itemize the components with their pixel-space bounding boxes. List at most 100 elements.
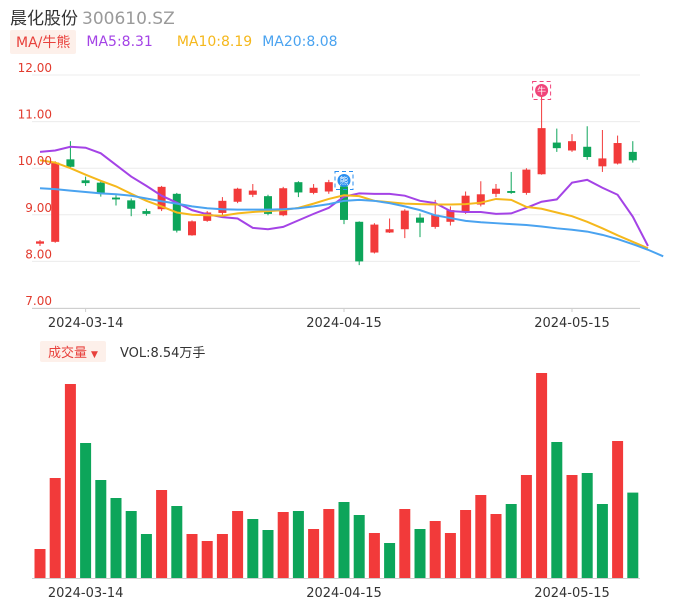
volume-bar	[64, 384, 76, 578]
candle-body	[324, 182, 333, 192]
candle-body	[507, 191, 516, 193]
candle-body	[96, 182, 105, 193]
volume-bar	[429, 521, 441, 578]
candle-body	[188, 221, 196, 236]
volume-bar	[368, 533, 380, 578]
volume-bar	[171, 506, 183, 578]
volume-bar	[216, 534, 228, 578]
candle-body	[279, 188, 288, 216]
volume-bar	[140, 534, 152, 578]
volume-bar	[156, 490, 168, 578]
ma-legend: MA/牛熊 MA5:8.31 MA10:8.19 MA20:8.08	[10, 30, 338, 54]
volume-bar	[612, 441, 624, 578]
signal-marker-dot	[535, 84, 549, 98]
ma20-label: MA20:8.08	[262, 34, 338, 50]
candle-body	[36, 241, 44, 244]
volume-date-tick-label: 2024-03-14	[48, 586, 124, 601]
volume-bar	[399, 509, 411, 578]
volume-indicator-label: 成交量	[48, 345, 88, 361]
signal-marker-dot	[337, 173, 351, 187]
candle-body	[233, 188, 242, 202]
volume-bar	[323, 509, 335, 578]
volume-bar	[490, 514, 502, 578]
volume-bar	[247, 519, 259, 578]
candle-body	[568, 141, 576, 151]
candle-body	[142, 211, 151, 214]
candle-body	[446, 210, 455, 222]
volume-bar	[186, 534, 198, 578]
volume-bar	[536, 373, 548, 578]
volume-bar	[444, 533, 456, 578]
candle-body	[157, 186, 166, 210]
candle-body	[476, 194, 485, 205]
caret-down-icon: ▼	[91, 349, 98, 360]
stock-title: 晨化股份 300610.SZ	[10, 4, 175, 29]
volume-bar	[110, 498, 122, 578]
signal-marker-label: 牛	[537, 85, 546, 97]
date-tick-label: 2024-04-15	[306, 316, 382, 331]
volume-bar	[551, 442, 563, 578]
candle-body	[218, 200, 227, 213]
candle-body	[613, 143, 622, 164]
candle-body	[309, 187, 318, 193]
volume-bar	[353, 515, 365, 578]
candle-body	[127, 200, 136, 209]
ma5-label: MA5:8.31	[86, 34, 153, 50]
volume-indicator-selector[interactable]: 成交量 ▼	[40, 340, 106, 362]
volume-bar	[520, 475, 532, 578]
price-tick-label: 7.00	[25, 294, 52, 308]
date-tick-label: 2024-03-14	[48, 316, 124, 331]
ma20-line	[39, 187, 664, 258]
candle-body	[628, 151, 637, 161]
volume-date-tick-label: 2024-05-15	[534, 586, 610, 601]
volume-bar	[80, 443, 92, 578]
candle-body	[370, 224, 379, 253]
candle-body	[416, 217, 424, 223]
price-tick-label: 9.00	[25, 201, 52, 215]
candle-body	[112, 197, 120, 200]
volume-bar	[566, 475, 578, 578]
volume-bar	[384, 543, 396, 578]
volume-bar	[475, 495, 487, 578]
volume-bar	[338, 502, 350, 578]
volume-date-tick-label: 2024-04-15	[306, 586, 382, 601]
candle-body	[51, 162, 60, 242]
volume-value: VOL:8.54万手	[119, 345, 206, 361]
candle-body	[400, 210, 409, 230]
signal-marker-frame	[334, 170, 354, 190]
candle-body	[264, 196, 272, 214]
candle-body	[431, 214, 440, 227]
volume-bar	[292, 511, 304, 578]
date-tick-label: 2024-05-15	[534, 316, 610, 331]
volume-bar	[581, 473, 593, 578]
price-tick-label: 8.00	[25, 247, 52, 261]
candle-body	[355, 221, 364, 262]
volume-bar	[460, 510, 472, 578]
candle-body	[340, 186, 348, 220]
price-tick-label: 11.00	[18, 108, 52, 122]
candle-body	[248, 190, 257, 195]
volume-bar	[627, 492, 639, 578]
stock-code: 300610.SZ	[82, 9, 175, 29]
candle-body	[66, 159, 75, 167]
ma-mode-selector[interactable]: MA/牛熊	[10, 30, 77, 54]
volume-bar	[125, 511, 137, 578]
ma5-line	[39, 145, 649, 247]
price-tick-label: 10.00	[18, 154, 52, 168]
candle-body	[385, 229, 394, 233]
price-tick-label: 12.00	[18, 61, 52, 75]
candle-body	[552, 142, 561, 149]
volume-bar	[505, 504, 517, 578]
candle-body	[598, 158, 607, 167]
volume-bar	[95, 480, 107, 578]
volume-bar	[262, 530, 274, 578]
volume-bar	[277, 512, 289, 578]
candle-body	[522, 169, 531, 193]
volume-bar	[308, 529, 320, 578]
volume-bar	[49, 478, 61, 578]
volume-bar	[232, 511, 244, 578]
candle-body	[537, 128, 546, 175]
candle-body	[492, 188, 500, 194]
candle-body	[583, 146, 592, 158]
